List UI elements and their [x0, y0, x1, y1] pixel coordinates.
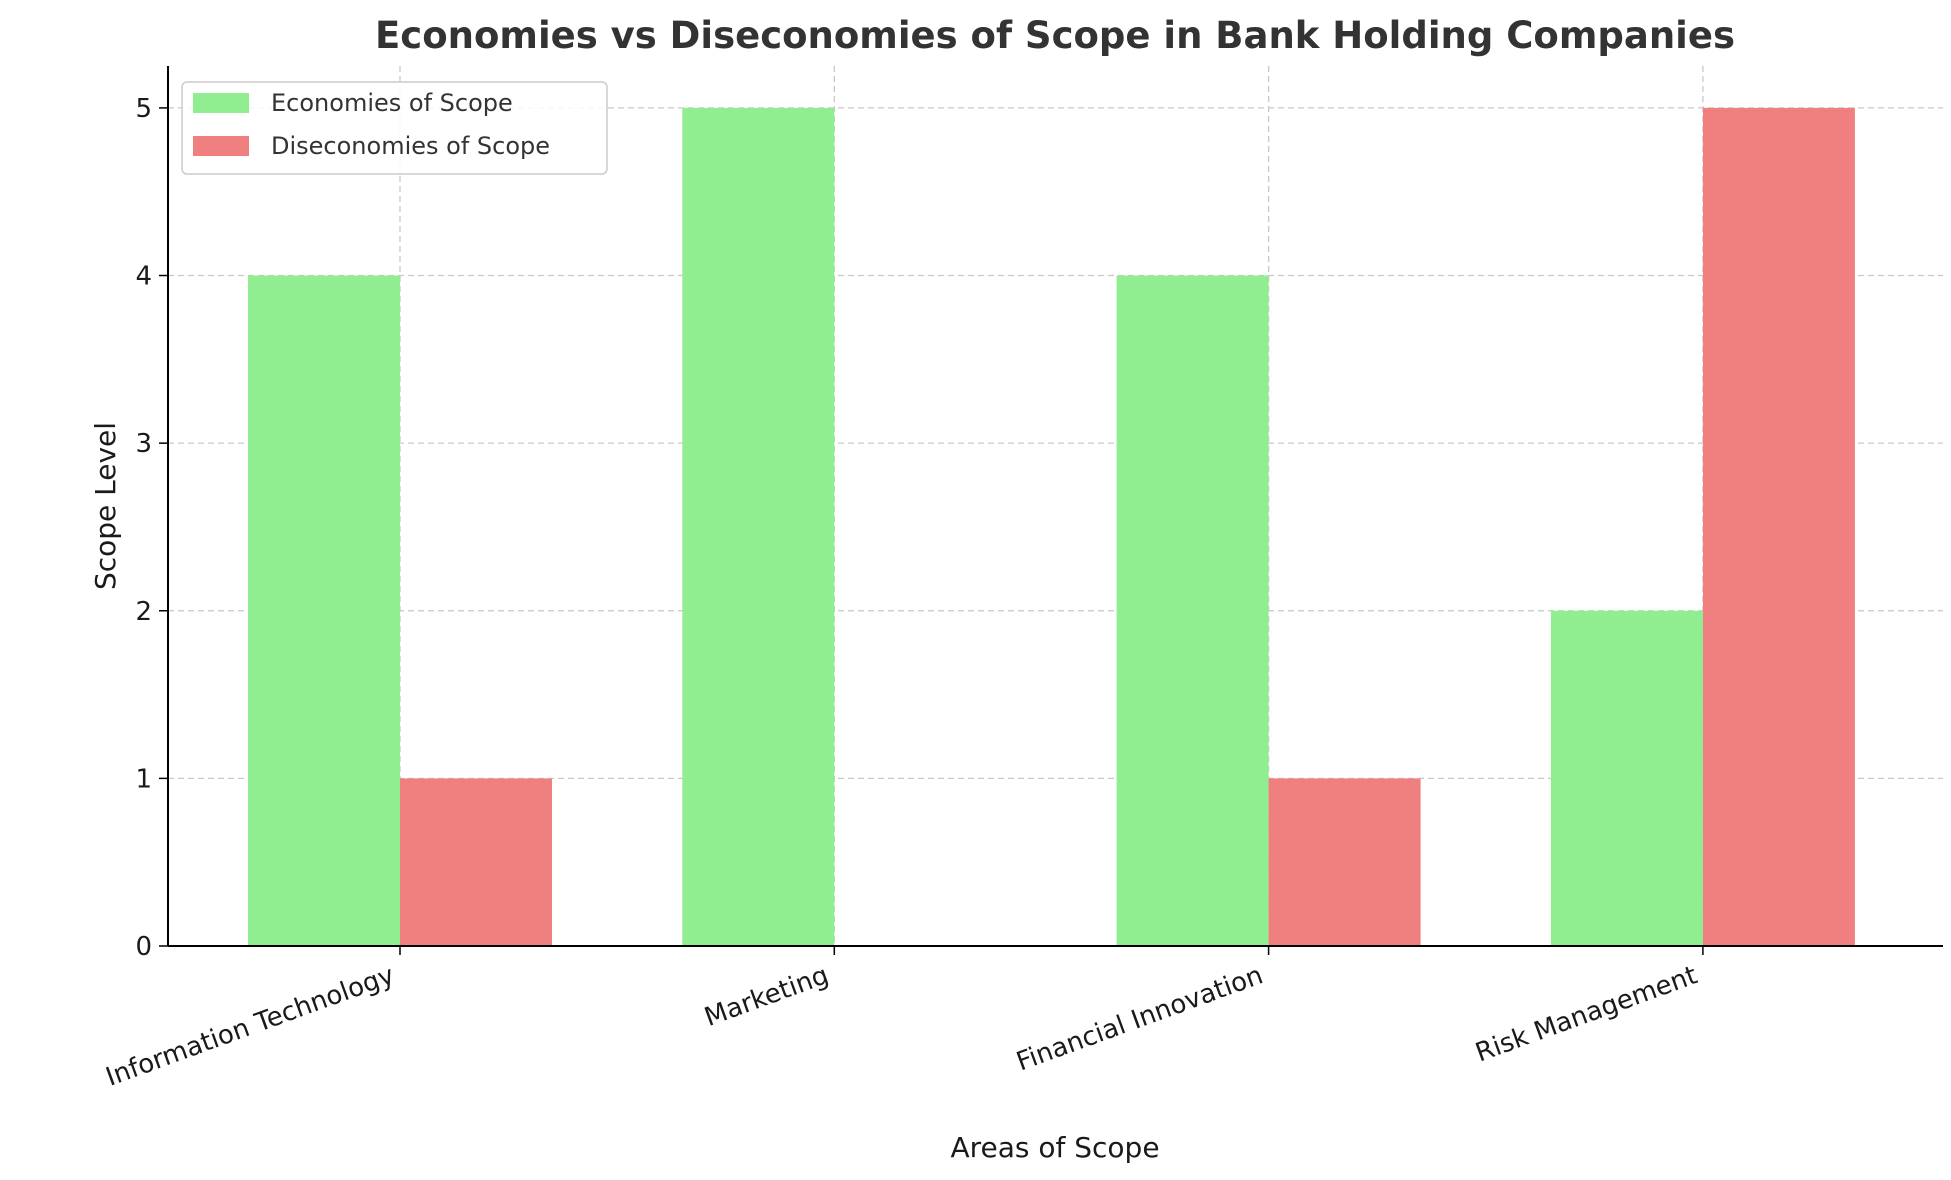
legend: Economies of Scope Diseconomies of Scope — [181, 81, 608, 175]
legend-swatch-1 — [193, 136, 249, 156]
y-ticks: 0 1 2 3 4 5 — [135, 94, 168, 962]
x-axis-label: Areas of Scope — [950, 1131, 1159, 1164]
x-tick-label: Financial Innovation — [1013, 960, 1267, 1077]
y-tick-label: 4 — [135, 262, 152, 292]
bar-diseconomies-3 — [1702, 107, 1855, 946]
bars — [248, 107, 1855, 946]
bar-economies-0 — [248, 275, 400, 946]
bar-economies-3 — [1550, 610, 1703, 946]
y-tick-label: 1 — [135, 764, 152, 794]
x-tick-label: Risk Management — [1472, 960, 1702, 1068]
y-axis-label: Scope Level — [89, 422, 122, 590]
x-tick-label: Information Technology — [102, 960, 398, 1092]
legend-swatch-0 — [193, 93, 249, 113]
axes — [167, 66, 1943, 947]
chart-title: Economies vs Diseconomies of Scope in Ba… — [375, 14, 1735, 57]
x-ticks: Information Technology Marketing Financial… — [102, 946, 1704, 1093]
legend-box — [181, 81, 608, 175]
y-tick-label: 0 — [135, 932, 152, 962]
x-tick-label: Marketing — [701, 960, 833, 1033]
y-tick-label: 3 — [135, 429, 152, 459]
bar-diseconomies-0 — [400, 778, 552, 946]
y-tick-label: 5 — [135, 94, 152, 124]
legend-label-1: Diseconomies of Scope — [271, 132, 550, 160]
bar-economies-2 — [1116, 275, 1269, 946]
y-tick-label: 2 — [135, 597, 152, 627]
bar-diseconomies-2 — [1268, 778, 1421, 946]
legend-label-0: Economies of Scope — [271, 89, 513, 117]
bar-economies-1 — [682, 107, 835, 946]
